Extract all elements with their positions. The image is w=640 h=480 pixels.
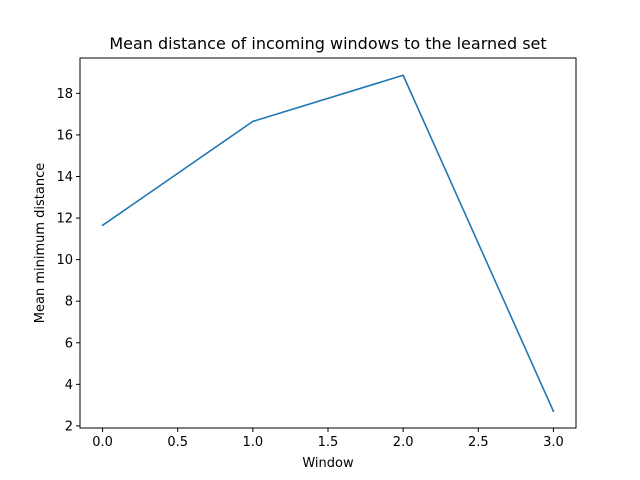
x-tick-label: 1.5 — [318, 435, 339, 450]
y-tick-label: 14 — [56, 170, 73, 185]
x-tick-label: 3.0 — [543, 435, 564, 450]
plot-area — [80, 58, 576, 428]
y-tick-label: 4 — [65, 378, 73, 393]
series-line — [102, 74, 555, 412]
data-point — [552, 410, 555, 413]
chart-title: Mean distance of incoming windows to the… — [109, 34, 546, 53]
y-axis-label: Mean minimum distance — [33, 163, 48, 323]
y-tick-label: 2 — [65, 419, 73, 434]
plot-frame — [79, 57, 577, 429]
y-axis-ticks: 2 4 6 8 10 12 14 16 18 — [56, 87, 80, 434]
y-tick-label: 10 — [56, 253, 73, 268]
x-tick-label: 2.5 — [468, 435, 489, 450]
y-tick-label: 18 — [56, 87, 73, 102]
x-tick-label: 0.0 — [92, 435, 113, 450]
x-axis-label: Window — [302, 456, 354, 471]
y-tick-label: 16 — [56, 128, 73, 143]
y-tick-label: 6 — [65, 336, 73, 351]
x-tick-label: 1.0 — [243, 435, 264, 450]
y-tick-label: 12 — [56, 212, 73, 227]
data-point — [101, 224, 104, 227]
data-point — [252, 120, 254, 123]
x-tick-label: 0.5 — [167, 435, 188, 450]
y-tick-label: 8 — [65, 295, 73, 310]
data-point — [402, 74, 404, 77]
x-axis-ticks: 0.0 0.5 1.0 1.5 2.0 2.5 3.0 — [92, 428, 564, 450]
x-tick-label: 2.0 — [393, 435, 414, 450]
data-points — [101, 74, 555, 413]
